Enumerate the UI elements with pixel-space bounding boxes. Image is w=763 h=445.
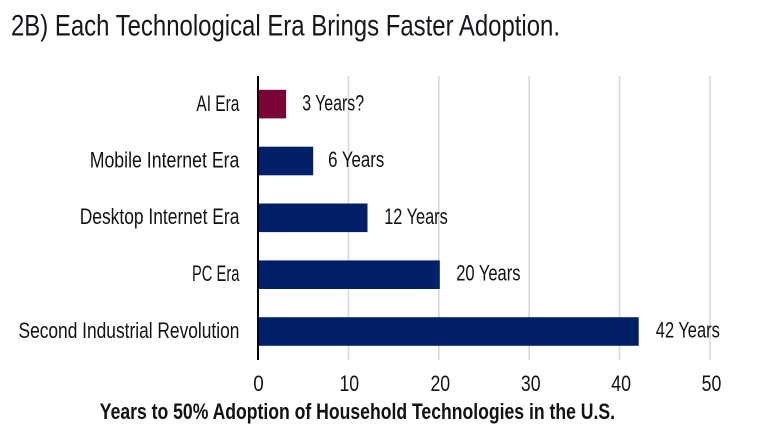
- svg-text:42 Years: 42 Years: [656, 318, 720, 343]
- svg-text:0: 0: [253, 371, 264, 396]
- svg-text:Second Industrial Revolution: Second Industrial Revolution: [19, 318, 240, 343]
- svg-text:50: 50: [702, 371, 722, 396]
- svg-text:30: 30: [521, 371, 541, 396]
- svg-text:3 Years?: 3 Years?: [302, 91, 364, 116]
- svg-text:Mobile Internet Era: Mobile Internet Era: [90, 148, 240, 173]
- svg-text:Desktop Internet Era: Desktop Internet Era: [80, 204, 240, 229]
- svg-text:12 Years: 12 Years: [384, 204, 448, 229]
- svg-text:20: 20: [430, 371, 450, 396]
- svg-text:AI Era: AI Era: [196, 91, 240, 116]
- svg-text:6 Years: 6 Years: [328, 147, 384, 172]
- svg-text:2B) Each Technological Era Bri: 2B) Each Technological Era Brings Faster…: [11, 10, 560, 43]
- svg-text:20 Years: 20 Years: [456, 261, 520, 286]
- svg-text:Years to 50% Adoption of House: Years to 50% Adoption of Household Techn…: [100, 399, 615, 424]
- svg-text:PC Era: PC Era: [192, 261, 240, 286]
- svg-text:40: 40: [611, 371, 631, 396]
- svg-text:10: 10: [339, 371, 359, 396]
